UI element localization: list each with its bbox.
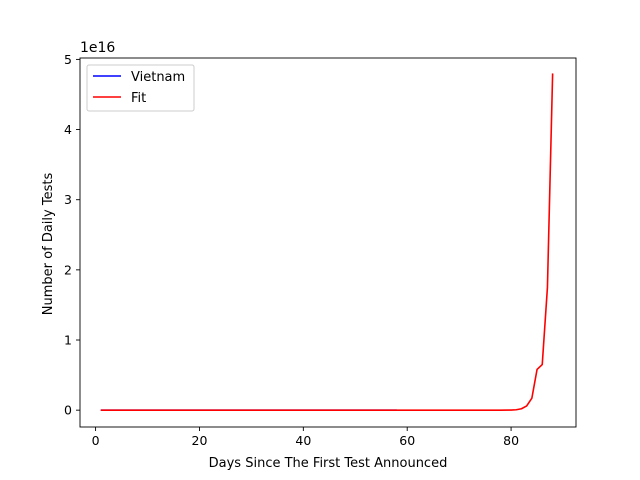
- y-tick-label: 5: [64, 52, 72, 67]
- plot-area: [80, 58, 576, 427]
- legend: Vietnam Fit: [86, 64, 195, 112]
- axes-layer: 0 20 40 60 80 0 1 2 3 4 5: [64, 52, 577, 448]
- x-tick-label: 0: [92, 433, 100, 448]
- y-tick-label: 2: [64, 262, 72, 277]
- x-tick-label: 40: [295, 433, 311, 448]
- y-tick-label: 3: [64, 192, 72, 207]
- legend-label-fit: Fit: [131, 91, 146, 106]
- series-line-fit: [100, 73, 554, 411]
- x-tick-label: 20: [192, 433, 208, 448]
- axes-frame: [79, 57, 577, 428]
- y-tick-label: 4: [64, 122, 72, 137]
- y-tick-label: 0: [64, 403, 72, 418]
- series-layer: [100, 73, 554, 411]
- x-axis-label: Days Since The First Test Announced: [209, 456, 448, 471]
- legend-label-vietnam: Vietnam: [131, 70, 185, 85]
- x-tick-label: 80: [503, 433, 519, 448]
- y-axis-label: Number of Daily Tests: [41, 173, 56, 316]
- plot-background: [80, 58, 576, 427]
- y-offset-text: 1e16: [80, 40, 115, 56]
- y-tick-label: 1: [64, 333, 72, 348]
- x-tick-label: 60: [399, 433, 415, 448]
